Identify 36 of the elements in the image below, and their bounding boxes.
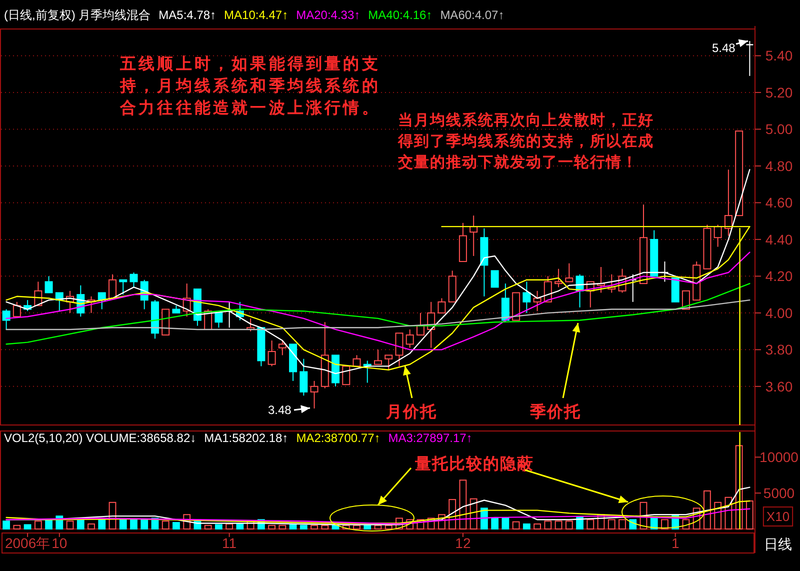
text: X10 [766,509,790,524]
y-tick-label: 3.60 [765,378,793,394]
y-tick-label: 4.40 [765,231,793,248]
chart-title: VOL2(5,10,20) VOLUME:38658.82↓ [4,431,196,445]
text: MA10:4.47↑ [224,8,288,22]
y-tick-label: 5000 [763,485,795,502]
text: MA1:58202.18↑ [204,431,288,445]
annotation: 3.48 [268,403,292,417]
y-tick-label: 4.20 [765,268,793,284]
y-tick-label: 3.80 [765,342,793,358]
y-tick-label: 5.00 [765,121,793,138]
annotation: 5.48 [712,41,736,55]
annotation: 量托比较的隐蔽 [414,455,534,473]
text: MA5:4.78↑ [158,8,216,22]
y-tick-label: 4.00 [765,304,793,321]
text: MA2:38700.77↑ [296,431,380,445]
x-tick-label: 1 [671,535,680,551]
annotation: 月价托 [385,403,437,421]
annotation: 当月均线系统再次向上发散时，正好得到了季均线系统的支持，所以在成交量的推动下就发动了一轮行情！ [397,112,654,171]
x-tick-label: 12 [455,535,471,551]
text: MA20:4.33↑ [296,8,360,22]
text: 日线 [764,536,792,552]
y-tick-label: 4.80 [765,158,793,174]
y-tick-label: 10000 [760,449,799,466]
x-tick-label: 10 [52,535,68,551]
text: MA40:4.16↑ [368,8,432,22]
text: MA60:4.07↑ [440,8,504,22]
text: MA3:27897.17↑ [388,431,472,445]
y-tick-label: 5.40 [765,48,793,64]
x-tick-label: 11 [222,535,237,551]
x-tick-label: 2006年 [4,535,50,551]
chart-title: (日线,前复权) 月季均线混合 [4,8,151,22]
annotation: 季价托 [529,403,581,421]
y-tick-label: 4.60 [765,194,793,211]
y-tick-label: 5.20 [765,84,793,100]
annotation: 五线顺上时，如果能得到量的支持，月均线系统和季均线系统的合力往往能造就一波上涨行情。 [119,55,380,117]
